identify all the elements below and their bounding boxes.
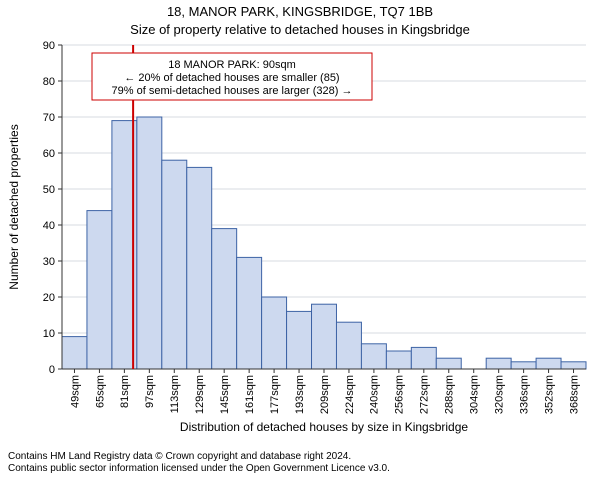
annotation-line: 18 MANOR PARK: 90sqm — [168, 59, 296, 71]
svg-text:97sqm: 97sqm — [144, 375, 156, 408]
svg-text:10: 10 — [43, 328, 55, 340]
svg-text:145sqm: 145sqm — [219, 375, 231, 414]
svg-text:90: 90 — [43, 40, 55, 52]
histogram-bar — [62, 336, 87, 368]
histogram-bar — [187, 167, 212, 369]
page-title-address: 18, MANOR PARK, KINGSBRIDGE, TQ7 1BB — [0, 4, 600, 20]
histogram-bar — [262, 297, 287, 369]
svg-text:20: 20 — [43, 292, 55, 304]
histogram-bar — [212, 228, 237, 368]
histogram-bar — [87, 210, 112, 368]
svg-text:304sqm: 304sqm — [469, 375, 481, 414]
histogram-bar — [336, 322, 361, 369]
histogram-bar — [287, 311, 312, 369]
footer-line-1: Contains HM Land Registry data © Crown c… — [8, 451, 592, 464]
histogram-bar — [536, 358, 561, 369]
svg-text:65sqm: 65sqm — [94, 375, 106, 408]
svg-text:129sqm: 129sqm — [194, 375, 206, 414]
svg-text:0: 0 — [49, 364, 55, 376]
svg-text:256sqm: 256sqm — [394, 375, 406, 414]
histogram-bar — [411, 347, 436, 369]
footer-attribution: Contains HM Land Registry data © Crown c… — [0, 447, 600, 476]
histogram-chart: 0 10 20 30 40 50 60 70 80 90 49sqm 65sqm 81sqm 97sqm 1… — [0, 39, 600, 447]
page-title-subtitle: Size of property relative to detached ho… — [0, 22, 600, 38]
chart-svg: 0 10 20 30 40 50 60 70 80 90 49sqm 65sqm 81sqm 97sqm 1… — [0, 39, 600, 447]
y-axis-label: Number of detached properties — [7, 124, 21, 289]
histogram-bar — [237, 257, 262, 369]
histogram-bar — [162, 160, 187, 369]
histogram-bar — [361, 343, 386, 368]
svg-text:272sqm: 272sqm — [419, 375, 431, 414]
histogram-bar — [137, 117, 162, 369]
svg-text:50: 50 — [43, 184, 55, 196]
histogram-bar — [436, 358, 461, 369]
svg-text:80: 80 — [43, 76, 55, 88]
footer-line-2: Contains public sector information licen… — [8, 463, 592, 476]
svg-text:336sqm: 336sqm — [518, 375, 530, 414]
svg-text:81sqm: 81sqm — [119, 375, 131, 408]
annotation-line: ← 20% of detached houses are smaller (85… — [124, 72, 339, 84]
svg-text:49sqm: 49sqm — [69, 375, 81, 408]
histogram-bar — [561, 361, 586, 368]
svg-text:70: 70 — [43, 112, 55, 124]
x-axis-label: Distribution of detached houses by size … — [180, 420, 468, 434]
svg-text:209sqm: 209sqm — [319, 375, 331, 414]
svg-text:60: 60 — [43, 148, 55, 160]
histogram-bar — [486, 358, 511, 369]
annotation-line: 79% of semi-detached houses are larger (… — [112, 85, 353, 97]
histogram-bar — [386, 351, 411, 369]
svg-text:113sqm: 113sqm — [169, 375, 181, 413]
svg-text:161sqm: 161sqm — [244, 375, 256, 414]
svg-text:352sqm: 352sqm — [543, 375, 555, 414]
svg-text:177sqm: 177sqm — [269, 375, 281, 414]
svg-text:240sqm: 240sqm — [369, 375, 381, 414]
svg-text:320sqm: 320sqm — [494, 374, 506, 413]
svg-text:224sqm: 224sqm — [344, 375, 356, 414]
svg-text:288sqm: 288sqm — [444, 375, 456, 414]
svg-text:30: 30 — [43, 256, 55, 268]
histogram-bar — [511, 361, 536, 368]
histogram-bar — [312, 304, 337, 369]
svg-text:368sqm: 368sqm — [568, 375, 580, 414]
svg-text:40: 40 — [43, 220, 55, 232]
svg-text:193sqm: 193sqm — [294, 375, 306, 414]
